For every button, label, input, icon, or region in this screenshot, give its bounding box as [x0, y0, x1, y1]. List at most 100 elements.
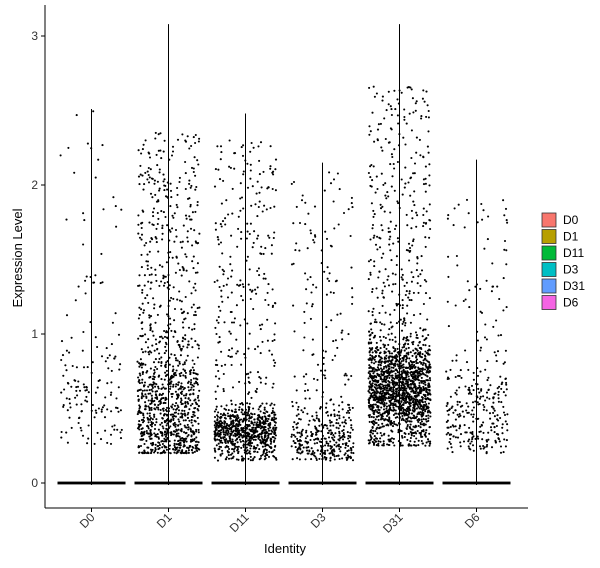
- data-point: [425, 359, 428, 362]
- data-point: [414, 398, 417, 401]
- data-point: [177, 383, 180, 386]
- data-point: [249, 459, 252, 462]
- data-point: [381, 99, 384, 102]
- data-point: [400, 408, 403, 411]
- data-point: [428, 377, 431, 380]
- data-point: [387, 343, 390, 346]
- data-point: [292, 434, 295, 437]
- data-point: [380, 224, 383, 227]
- data-point: [253, 230, 256, 233]
- data-point: [394, 273, 397, 276]
- data-point: [454, 436, 457, 439]
- data-point: [295, 401, 298, 404]
- data-point: [248, 332, 251, 335]
- data-point: [370, 392, 373, 395]
- data-point: [264, 455, 267, 458]
- data-point: [230, 430, 233, 433]
- data-point: [171, 150, 175, 153]
- data-point: [217, 442, 220, 445]
- data-point: [272, 440, 276, 443]
- data-point: [466, 280, 469, 283]
- data-point: [410, 412, 414, 415]
- data-point: [407, 353, 410, 356]
- data-point: [189, 205, 192, 208]
- data-point: [146, 294, 149, 297]
- data-point: [290, 182, 293, 185]
- data-point: [171, 392, 174, 395]
- data-point: [296, 431, 299, 434]
- data-point: [147, 166, 150, 170]
- data-point: [405, 347, 408, 350]
- data-point: [304, 201, 307, 204]
- data-point: [256, 371, 260, 374]
- data-point: [490, 446, 494, 449]
- data-point: [409, 404, 412, 407]
- data-point: [373, 95, 376, 98]
- data-point: [251, 246, 254, 249]
- data-point: [420, 373, 423, 376]
- data-point: [394, 396, 397, 399]
- data-point: [150, 273, 153, 276]
- data-point: [149, 437, 152, 440]
- data-point: [298, 249, 301, 252]
- data-point: [153, 407, 156, 410]
- data-point: [191, 451, 194, 454]
- data-point: [197, 441, 200, 444]
- data-point: [261, 416, 264, 419]
- data-point: [270, 252, 273, 255]
- data-point: [485, 279, 488, 282]
- data-point: [419, 154, 422, 157]
- data-point: [464, 385, 467, 388]
- data-point: [216, 438, 219, 441]
- data-point: [346, 431, 349, 434]
- data-point: [196, 242, 199, 245]
- data-point: [140, 366, 143, 369]
- data-point: [426, 368, 429, 371]
- data-point: [144, 408, 147, 411]
- data-point: [351, 406, 354, 409]
- data-point: [428, 297, 431, 300]
- data-point: [160, 361, 163, 365]
- data-point: [446, 401, 449, 404]
- data-point: [193, 432, 196, 435]
- data-point: [264, 382, 267, 385]
- data-point: [218, 447, 221, 451]
- data-point: [429, 349, 432, 352]
- data-point: [234, 434, 237, 437]
- data-point: [387, 227, 390, 230]
- data-point: [393, 400, 396, 403]
- data-point: [502, 199, 505, 202]
- data-point: [82, 243, 85, 246]
- data-point: [411, 382, 414, 385]
- data-point: [349, 419, 352, 422]
- data-point: [411, 341, 414, 344]
- data-point: [172, 375, 175, 378]
- data-point: [376, 404, 379, 407]
- data-point: [422, 362, 425, 365]
- data-point: [195, 377, 198, 380]
- data-point: [332, 424, 335, 427]
- data-point: [304, 397, 307, 400]
- data-point: [401, 403, 404, 406]
- data-point: [139, 164, 142, 167]
- data-point: [148, 407, 151, 410]
- data-point: [467, 411, 470, 414]
- data-point: [192, 377, 195, 380]
- data-point: [341, 329, 344, 332]
- data-point: [377, 440, 380, 443]
- data-point: [421, 442, 424, 445]
- data-point: [401, 278, 404, 281]
- data-point: [374, 347, 378, 350]
- data-point: [180, 371, 183, 374]
- data-point: [143, 284, 146, 287]
- data-point: [394, 416, 397, 419]
- data-point: [184, 334, 187, 337]
- data-point: [236, 245, 239, 248]
- data-point: [420, 269, 424, 272]
- data-point: [247, 442, 250, 445]
- data-point: [380, 146, 383, 149]
- data-point: [273, 416, 276, 419]
- data-point: [390, 113, 393, 117]
- data-point: [249, 436, 252, 439]
- data-point: [390, 153, 393, 156]
